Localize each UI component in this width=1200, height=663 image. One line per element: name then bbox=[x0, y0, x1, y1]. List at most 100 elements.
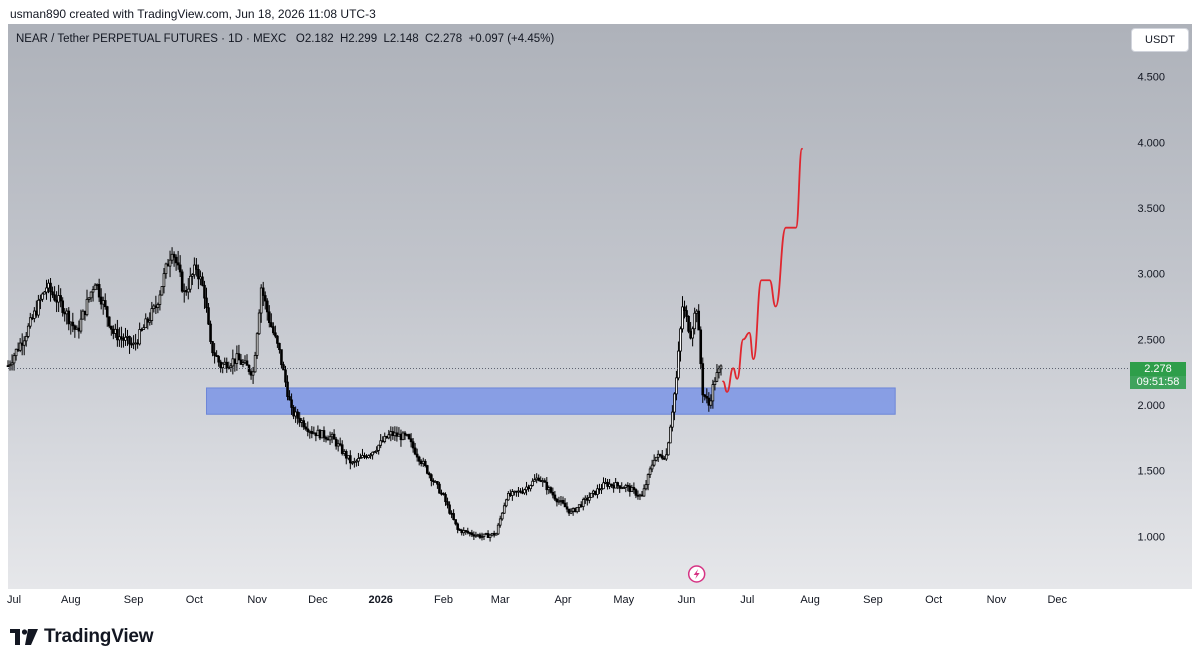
candle-body bbox=[97, 284, 101, 298]
candle-body bbox=[182, 290, 186, 292]
candle-body bbox=[468, 532, 472, 534]
candle-body bbox=[278, 342, 281, 351]
candle-body bbox=[164, 263, 168, 275]
x-axis-tick-label: Aug bbox=[800, 594, 820, 606]
candle-body bbox=[711, 384, 715, 402]
candle-body bbox=[415, 453, 419, 458]
candle-body bbox=[529, 485, 532, 490]
candle-body bbox=[18, 342, 22, 351]
candle-body bbox=[581, 499, 585, 508]
candle-body bbox=[687, 316, 690, 332]
candle-body bbox=[438, 483, 441, 494]
candle-body bbox=[274, 332, 277, 337]
candle-body bbox=[371, 451, 374, 456]
candle-body bbox=[658, 453, 662, 457]
candle-body bbox=[588, 497, 591, 501]
candle-body bbox=[600, 488, 603, 491]
candle-body bbox=[363, 455, 366, 457]
candle-body bbox=[515, 490, 518, 493]
candle-body bbox=[93, 284, 97, 291]
projection-path[interactable] bbox=[722, 147, 803, 393]
candle-body bbox=[679, 328, 682, 352]
candle-body bbox=[95, 284, 99, 286]
last-price-label: 2.278 09:51:58 bbox=[1130, 362, 1186, 389]
candle-body bbox=[39, 298, 42, 301]
candle-body bbox=[598, 488, 601, 491]
candle-body bbox=[156, 304, 160, 308]
candle-body bbox=[628, 485, 632, 493]
candle-body bbox=[569, 510, 573, 514]
candle-body bbox=[180, 271, 184, 292]
candle-body bbox=[136, 342, 139, 345]
candle-body bbox=[270, 322, 273, 328]
candle-body bbox=[557, 500, 561, 503]
candle-body bbox=[79, 318, 83, 332]
candle-body bbox=[395, 432, 399, 437]
candle-body bbox=[504, 499, 508, 507]
candle-body bbox=[630, 487, 634, 493]
y-axis-tick-label: 4.500 bbox=[1137, 72, 1165, 84]
candle-body bbox=[154, 305, 158, 308]
candle-body bbox=[519, 490, 522, 493]
candle-body bbox=[24, 336, 28, 342]
candle-body bbox=[184, 290, 188, 293]
candle-body bbox=[87, 297, 91, 300]
candle-body bbox=[160, 286, 164, 296]
candle-body bbox=[71, 321, 75, 327]
candle-body bbox=[16, 348, 20, 351]
demand-zone[interactable] bbox=[206, 387, 896, 415]
candle-body bbox=[140, 329, 143, 331]
candle-body bbox=[148, 320, 152, 323]
candle-body bbox=[351, 461, 354, 464]
candle-body bbox=[646, 474, 650, 486]
candle-body bbox=[334, 438, 338, 447]
candle-body bbox=[559, 500, 563, 502]
candle-body bbox=[12, 355, 16, 364]
candle-body bbox=[219, 361, 222, 369]
candle-body bbox=[389, 431, 393, 436]
candle-body bbox=[583, 497, 587, 500]
candle-body bbox=[511, 491, 514, 496]
candle-body bbox=[312, 432, 316, 435]
candle-body bbox=[620, 487, 624, 490]
candle-body bbox=[227, 367, 231, 370]
candle-body bbox=[355, 460, 358, 463]
candle-body bbox=[365, 456, 368, 458]
candle-body bbox=[539, 480, 543, 482]
candle-body bbox=[458, 529, 461, 531]
candle-body bbox=[197, 268, 200, 280]
candle-body bbox=[533, 479, 536, 482]
y-axis-tick-label: 1.000 bbox=[1137, 531, 1165, 543]
candle-body bbox=[85, 298, 89, 316]
candle-body bbox=[172, 253, 176, 258]
candle-body bbox=[575, 507, 579, 513]
candle-body bbox=[486, 533, 490, 538]
candle-body bbox=[642, 488, 646, 497]
candle-body bbox=[466, 530, 470, 533]
candle-body bbox=[709, 400, 713, 406]
candle-body bbox=[667, 442, 670, 456]
candle-body bbox=[685, 310, 688, 317]
candle-body bbox=[284, 369, 287, 383]
candle-body bbox=[462, 530, 466, 534]
candle-body bbox=[144, 318, 148, 329]
candle-body bbox=[713, 380, 717, 385]
candle-body bbox=[14, 348, 18, 357]
candle-body bbox=[47, 282, 50, 289]
candle-body bbox=[99, 296, 103, 305]
candle-body bbox=[241, 362, 245, 365]
brand-name: TradingView bbox=[44, 626, 154, 647]
candle-body bbox=[75, 327, 79, 330]
x-axis-tick-label: Jul bbox=[740, 594, 754, 606]
candle-body bbox=[65, 310, 69, 315]
candle-body bbox=[577, 504, 581, 508]
candle-body bbox=[442, 492, 445, 495]
candle-body bbox=[705, 396, 709, 399]
tradingview-brand[interactable]: TradingView bbox=[10, 626, 154, 648]
candle-body bbox=[225, 361, 229, 369]
candle-body bbox=[403, 432, 407, 436]
lightning-icon[interactable] bbox=[687, 565, 706, 583]
currency-button[interactable]: USDT bbox=[1131, 28, 1189, 52]
candle-body bbox=[507, 493, 510, 501]
